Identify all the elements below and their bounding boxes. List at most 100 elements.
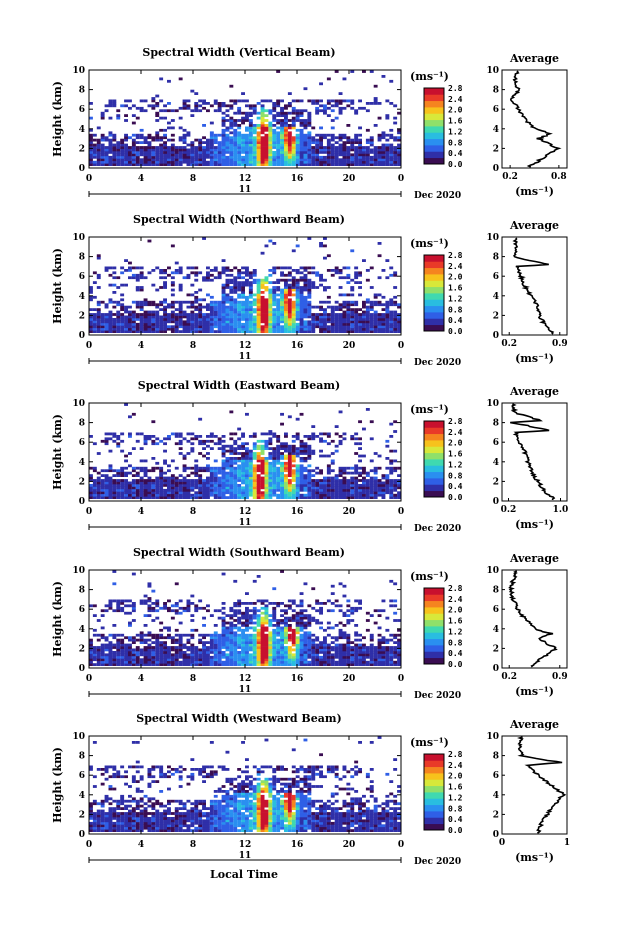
heatmap-cell (268, 124, 273, 127)
heatmap-cell (319, 163, 323, 166)
heatmap-cell (225, 631, 230, 635)
heatmap-cell (213, 310, 218, 314)
heatmap-cell (342, 77, 347, 81)
heatmap-cell (260, 330, 265, 333)
heatmap-cell (170, 303, 175, 307)
heatmap-cell (209, 295, 214, 299)
heatmap-cell (291, 464, 296, 468)
heatmap-cell (241, 663, 245, 666)
heatmap-cell (260, 99, 265, 103)
heatmap-cell (241, 432, 245, 436)
heatmap-cell (358, 474, 362, 477)
heatmap-cell (213, 102, 218, 105)
heatmap-cell (248, 330, 253, 333)
heatmap-cell (284, 138, 288, 142)
heatmap-cell (229, 320, 234, 324)
heatmap-cell (315, 273, 320, 277)
heatmap-cell (198, 648, 203, 652)
heatmap-cell (252, 491, 257, 495)
heatmap-cell (221, 322, 226, 326)
heatmap-cell (260, 291, 265, 294)
heatmap-cell (131, 663, 136, 666)
heatmap-cell (276, 476, 281, 480)
heatmap-cell (291, 452, 296, 455)
heatmap-cell (354, 464, 359, 468)
heatmap-cell (178, 648, 183, 652)
heatmap-cell (342, 486, 347, 490)
heatmap-cell (280, 466, 284, 470)
heatmap-cell (143, 435, 148, 438)
heatmap-cell (120, 486, 125, 490)
heatmap-cell (381, 133, 386, 137)
heatmap-cell (276, 313, 281, 316)
heatmap-cell (159, 484, 164, 487)
heatmap-cell (264, 158, 269, 162)
heatmap-cell (252, 300, 257, 304)
heatmap-cell (256, 655, 261, 659)
heatmap-cell (280, 320, 284, 324)
heatmap-cell (229, 325, 234, 329)
heatmap-cell (338, 271, 343, 275)
x-tick-label: 0 (86, 174, 92, 184)
heatmap-cell (287, 479, 292, 482)
heatmap-cell (198, 466, 203, 470)
heatmap-cell (120, 318, 125, 321)
heatmap-cell (163, 160, 167, 164)
heatmap-cell (131, 486, 136, 490)
heatmap-cell (354, 442, 359, 446)
heatmap-cell (217, 643, 222, 647)
date-day: 11 (239, 518, 252, 528)
heatmap-cell (256, 325, 261, 329)
heatmap-cell (319, 126, 323, 130)
heatmap-cell (116, 486, 121, 490)
heatmap-cell (170, 160, 175, 164)
heatmap-cell (272, 653, 277, 657)
heatmap-cell (268, 655, 273, 659)
heatmap-cell (221, 641, 226, 644)
heatmap-cell (245, 327, 249, 331)
heatmap-cell (287, 155, 292, 159)
heatmap-cell (342, 133, 347, 137)
heatmap-cell (128, 151, 132, 154)
heatmap-cell (182, 141, 187, 144)
heatmap-cell (276, 305, 281, 309)
heatmap-cell (100, 327, 105, 331)
heatmap-cell (174, 320, 179, 324)
heatmap-cell (198, 318, 203, 321)
heatmap-cell (112, 102, 117, 105)
heatmap-cell (350, 70, 355, 73)
heatmap-cell (287, 141, 292, 144)
heatmap-cell (163, 655, 167, 659)
heatmap-cell (104, 266, 109, 270)
heatmap-cell (307, 493, 312, 497)
heatmap-cell (229, 653, 234, 657)
heatmap-cell (206, 153, 210, 157)
heatmap-cell (295, 437, 300, 441)
heatmap-cell (276, 286, 281, 289)
heatmap-cell (248, 111, 253, 115)
heatmap-cell (143, 136, 148, 140)
heatmap-cell (89, 479, 93, 482)
heatmap-cell (233, 153, 238, 157)
heatmap-cell (315, 320, 320, 324)
heatmap-cell (291, 276, 296, 280)
heatmap-cell (178, 439, 183, 443)
heatmap-cell (280, 493, 284, 497)
heatmap-cell (381, 303, 386, 307)
heatmap-cell (303, 138, 308, 142)
heatmap-cell (104, 476, 109, 480)
heatmap-cell (299, 163, 304, 166)
heatmap-cell (190, 643, 195, 647)
heatmap-cell (272, 295, 277, 299)
heatmap-cell (170, 315, 175, 319)
heatmap-cell (291, 484, 296, 487)
heatmap-cell (256, 575, 261, 578)
heatmap-cell (354, 158, 359, 162)
heatmap-cell (202, 102, 206, 105)
heatmap-cell (108, 432, 113, 436)
heatmap-cell (229, 84, 234, 88)
heatmap-cell (241, 295, 245, 299)
heatmap-cell (299, 271, 304, 275)
heatmap-cell (264, 447, 269, 450)
heatmap-cell (128, 160, 132, 164)
